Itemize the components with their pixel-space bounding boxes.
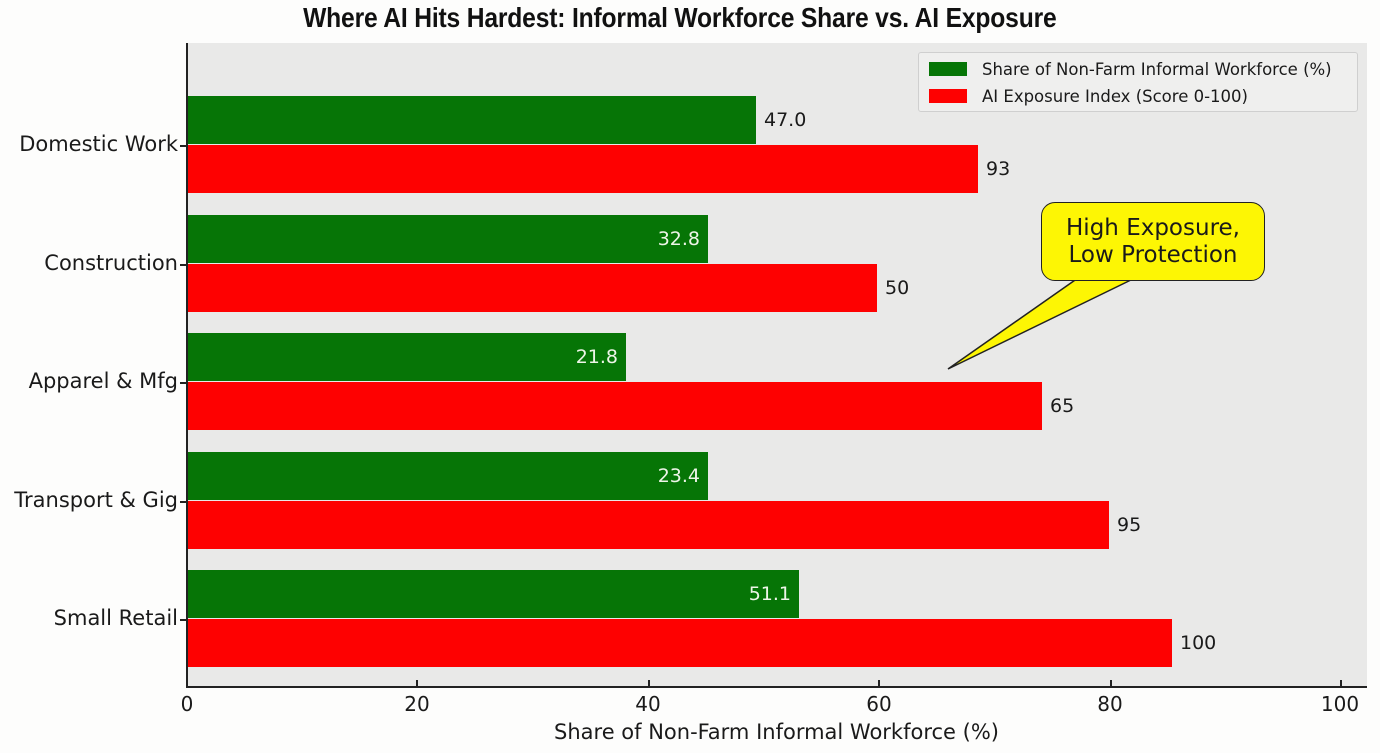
y-tick xyxy=(180,264,186,266)
x-tick-label-100: 100 xyxy=(1320,692,1360,716)
legend-swatch-green xyxy=(929,62,967,76)
callout-line-2: Low Protection xyxy=(1068,241,1238,268)
bar-green-apparel-mfg xyxy=(188,333,626,381)
legend-label: Share of Non-Farm Informal Workforce (%) xyxy=(982,59,1332,79)
y-label-construction: Construction xyxy=(44,251,178,275)
value-label-green-apparel-mfg: 21.8 xyxy=(575,346,618,368)
chart-title: Where AI Hits Hardest: Informal Workforc… xyxy=(303,2,1057,33)
value-label-red-transport-gig: 95 xyxy=(1117,514,1142,536)
value-label-red-small-retail: 100 xyxy=(1180,632,1217,654)
y-label-apparel-mfg: Apparel & Mfg xyxy=(28,369,178,393)
bar-red-apparel-mfg xyxy=(188,382,1042,430)
value-label-green-domestic-work: 47.0 xyxy=(764,109,807,131)
bar-green-small-retail xyxy=(188,570,799,618)
value-label-green-construction: 32.8 xyxy=(657,228,700,250)
annotation-callout: High Exposure, Low Protection xyxy=(1041,202,1265,281)
y-label-transport-gig: Transport & Gig xyxy=(14,488,178,512)
x-axis-title: Share of Non-Farm Informal Workforce (%) xyxy=(554,720,999,744)
x-tick-label-60: 60 xyxy=(866,692,892,716)
value-label-green-transport-gig: 23.4 xyxy=(657,465,700,487)
legend-item-ai-exposure: AI Exposure Index (Score 0-100) xyxy=(929,86,1248,106)
x-tick xyxy=(416,680,418,687)
x-tick xyxy=(878,680,880,687)
callout-line-1: High Exposure, xyxy=(1066,214,1240,241)
legend-swatch-red xyxy=(929,89,967,103)
bar-red-construction xyxy=(188,264,877,312)
bar-red-domestic-work xyxy=(188,145,978,193)
value-label-green-small-retail: 51.1 xyxy=(748,583,791,605)
value-label-red-apparel-mfg: 65 xyxy=(1050,395,1075,417)
legend-label: AI Exposure Index (Score 0-100) xyxy=(982,86,1248,106)
y-tick xyxy=(180,382,186,384)
x-tick-label-80: 80 xyxy=(1097,692,1123,716)
x-tick xyxy=(648,680,650,687)
bar-green-transport-gig xyxy=(188,452,708,500)
bar-green-construction xyxy=(188,215,708,263)
y-tick xyxy=(180,619,186,621)
y-label-domestic-work: Domestic Work xyxy=(19,132,178,156)
y-label-small-retail: Small Retail xyxy=(53,606,178,630)
bar-red-transport-gig xyxy=(188,501,1109,549)
x-tick xyxy=(1110,680,1112,687)
bar-green-domestic-work xyxy=(188,96,756,144)
value-label-red-construction: 50 xyxy=(885,277,910,299)
x-tick xyxy=(1340,680,1342,687)
value-label-red-domestic-work: 93 xyxy=(986,158,1011,180)
plot-area: 47.0 93 32.8 50 21.8 65 23.4 95 51.1 100 xyxy=(186,43,1367,688)
y-tick xyxy=(180,145,186,147)
legend: Share of Non-Farm Informal Workforce (%)… xyxy=(918,52,1358,112)
x-tick-label-40: 40 xyxy=(635,692,661,716)
x-tick-label-0: 0 xyxy=(180,692,194,716)
legend-item-informal-share: Share of Non-Farm Informal Workforce (%) xyxy=(929,59,1332,79)
bar-red-small-retail xyxy=(188,619,1172,667)
x-tick-label-20: 20 xyxy=(404,692,430,716)
y-tick xyxy=(180,501,186,503)
